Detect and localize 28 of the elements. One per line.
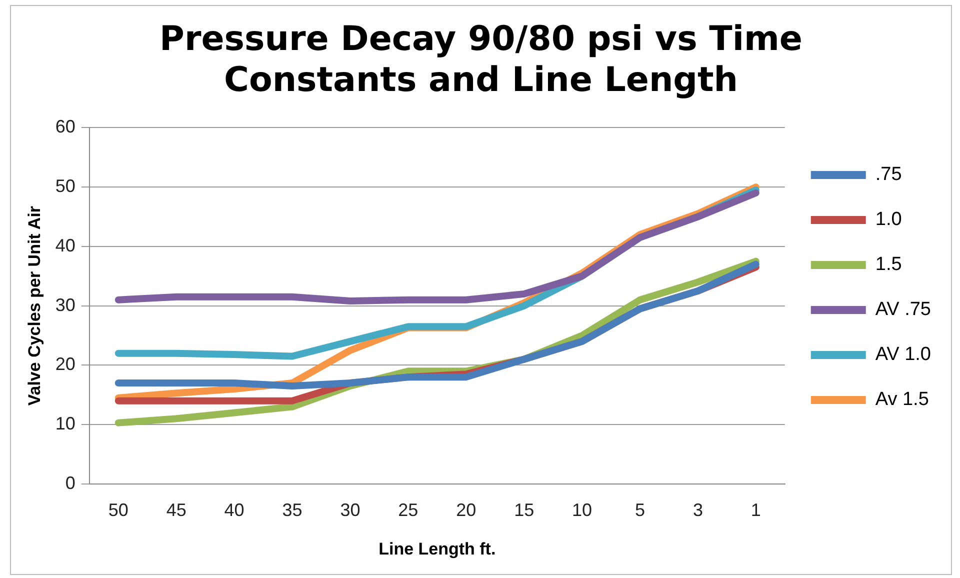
legend-label: .75 <box>875 164 902 186</box>
x-tick-label: 25 <box>398 500 418 520</box>
y-tick-label: 50 <box>55 176 76 196</box>
x-tick-label: 30 <box>340 500 360 520</box>
y-tick-label: 40 <box>55 235 76 256</box>
x-tick-label: 35 <box>282 500 302 520</box>
x-tick-label: 50 <box>108 500 128 520</box>
x-tick-label: 20 <box>456 500 476 520</box>
x-tick-label: 5 <box>634 500 645 520</box>
x-tick-label: 1 <box>750 500 761 520</box>
y-tick-label: 30 <box>55 294 76 315</box>
y-axis-title: Valve Cycles per Unit Air <box>24 206 44 406</box>
legend-label: 1.0 <box>875 209 902 230</box>
x-tick-label: 40 <box>224 500 244 520</box>
y-tick-label: 20 <box>55 354 76 374</box>
legend-label: Av 1.5 <box>875 389 929 410</box>
chart-title: Pressure Decay 90/80 psi vs Time Constants and Line Length <box>160 19 802 100</box>
legend-label: AV .75 <box>875 299 932 320</box>
x-tick-label: 3 <box>692 500 703 520</box>
legend-label: AV 1.0 <box>875 344 932 366</box>
x-tick-label: 15 <box>514 500 534 520</box>
x-tick-label: 10 <box>572 500 592 520</box>
x-axis-title: Line Length ft. <box>378 539 496 558</box>
y-tick-label: 0 <box>65 472 76 493</box>
y-tick-label: 60 <box>55 116 76 137</box>
x-tick-label: 45 <box>166 500 186 520</box>
y-tick-label: 10 <box>55 414 76 434</box>
legend-label: 1.5 <box>875 254 902 276</box>
